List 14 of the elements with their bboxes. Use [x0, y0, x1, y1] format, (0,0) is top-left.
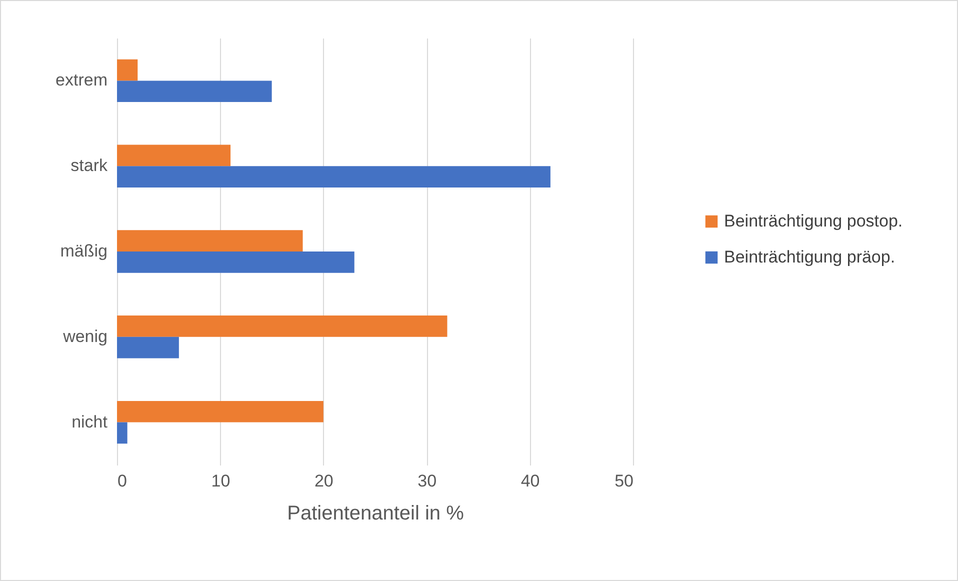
y-tick-label: wenig — [62, 326, 108, 346]
x-axis-title: Patientenanteil in % — [287, 502, 464, 524]
legend-label: Beinträchtigung postop. — [724, 212, 903, 230]
legend-label: Beinträchtigung präop. — [724, 248, 896, 266]
y-tick-label: stark — [70, 156, 108, 176]
x-tick-label: 40 — [520, 472, 540, 490]
y-tick-label: extrem — [56, 70, 108, 90]
y-tick-label: mäßig — [60, 242, 108, 260]
x-tick-label: 20 — [314, 472, 334, 490]
x-tick-label: 0 — [118, 472, 127, 490]
x-tick-label: 10 — [211, 472, 230, 490]
x-tick-label: 30 — [418, 472, 437, 490]
y-tick-label: nicht — [72, 412, 108, 432]
x-tick-label: 50 — [614, 472, 634, 490]
